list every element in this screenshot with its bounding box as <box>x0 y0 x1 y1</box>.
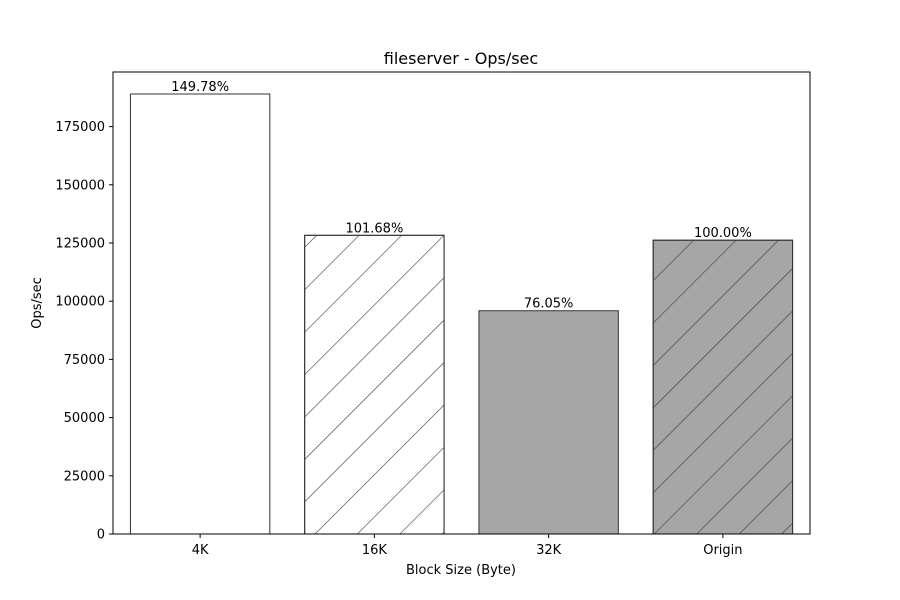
bar-labels-group: 149.78% 101.68% 76.05% 100.00% <box>171 80 752 312</box>
x-tick-label: 16K <box>362 543 388 558</box>
bar-4k <box>129 93 271 535</box>
bar-value-label: 100.00% <box>694 226 752 241</box>
x-tick-label: 4K <box>192 543 209 558</box>
bar-value-label: 149.78% <box>171 80 229 95</box>
y-tick-label: 100000 <box>55 295 105 310</box>
bar-value-label: 101.68% <box>345 221 403 236</box>
y-tick-label: 175000 <box>55 120 105 135</box>
bar-hatch-origin <box>653 240 793 535</box>
bar-hatch-16k <box>304 235 445 534</box>
y-axis: 0 25000 50000 75000 100000 125000 150000 175000 <box>55 120 113 543</box>
x-axis: 4K 16K 32K Origin <box>192 534 743 558</box>
y-tick-label: 150000 <box>55 178 105 193</box>
y-tick-label: 25000 <box>64 469 105 484</box>
y-tick-label: 0 <box>97 528 105 543</box>
y-tick-label: 75000 <box>64 353 105 368</box>
x-axis-label: Block Size (Byte) <box>406 563 516 578</box>
bar-32k <box>478 310 619 535</box>
y-tick-label: 125000 <box>55 236 105 251</box>
x-tick-label: 32K <box>536 543 562 558</box>
y-axis-label: Ops/sec <box>30 277 45 329</box>
bar-value-label: 76.05% <box>524 297 574 312</box>
bars-group <box>129 93 794 535</box>
x-tick-label: Origin <box>703 543 742 558</box>
y-tick-label: 50000 <box>64 411 105 426</box>
plot-frame <box>112 71 811 535</box>
chart-title: fileserver - Ops/sec <box>384 49 538 68</box>
